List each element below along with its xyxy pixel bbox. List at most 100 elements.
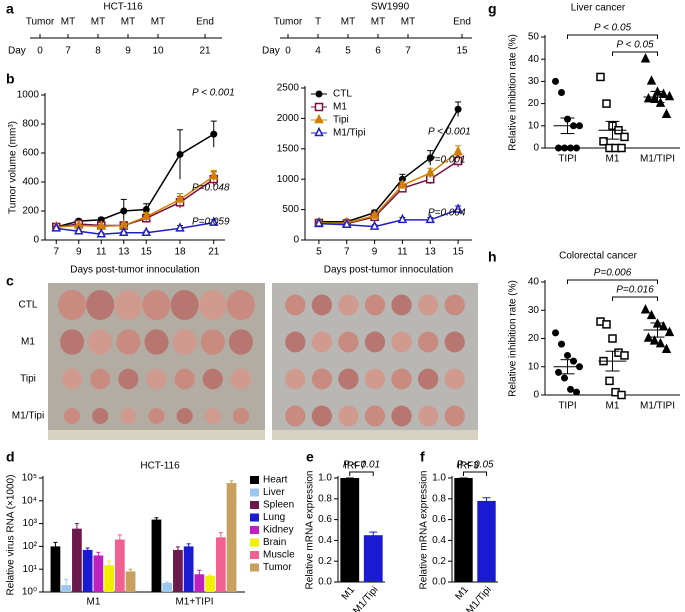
x-tick-label: M1/Tipi [351, 585, 380, 612]
timeline-day: 7 [65, 46, 71, 57]
legend-label: Muscle [263, 550, 295, 561]
x-tick-label: 13 [118, 247, 130, 258]
marker [640, 304, 651, 314]
tumor [176, 408, 193, 424]
marker [425, 213, 435, 224]
y-tick-label: 0.2 [432, 556, 446, 567]
marker [314, 217, 324, 227]
timeline-event: Tumor [274, 17, 303, 28]
y-tick-label: 0.8 [318, 493, 332, 504]
bar [454, 478, 473, 582]
marker [175, 193, 185, 203]
chart-title: Colorectal cancer [559, 251, 637, 262]
legend-label: Heart [263, 475, 288, 486]
x-tick-label: 9 [372, 247, 378, 258]
tumor [364, 294, 386, 316]
y-axis-label: Relative virus RNA (×1000) [6, 475, 17, 596]
annotation: P=0.059 [192, 217, 230, 228]
bar [226, 483, 237, 592]
tumor [172, 329, 197, 355]
annotation: P < 0.001 [192, 88, 235, 99]
legend-swatch [250, 538, 259, 547]
timeline-title: HCT-116 [103, 2, 143, 13]
y-tick-label: 10² [23, 541, 38, 552]
bar [162, 582, 173, 592]
timeline-event: MT [371, 17, 385, 28]
marker [96, 228, 106, 238]
series-line [56, 133, 215, 228]
annotation: P=0.006 [594, 268, 632, 279]
y-tick-label: 1.0 [432, 473, 446, 484]
y-tick-label: 10⁵ [22, 473, 37, 484]
bracket [612, 296, 658, 301]
tumor [200, 329, 225, 355]
tumor [204, 408, 221, 424]
tumor [86, 290, 115, 320]
chart-title: IRF3 [457, 461, 479, 472]
marker [620, 132, 629, 142]
marker [314, 126, 324, 137]
marker [602, 99, 611, 108]
tumor [88, 329, 113, 355]
tumor [338, 405, 359, 427]
tumor [118, 368, 139, 390]
y-tick-label: 1000 [17, 90, 40, 101]
marker [397, 213, 408, 224]
x-tick-label: 9 [76, 247, 82, 258]
y-tick-label: 0 [293, 235, 299, 246]
tumor [338, 294, 359, 316]
annotation: P < 0.05 [616, 40, 654, 51]
y-tick-label: 200 [22, 206, 39, 217]
bracket [567, 279, 658, 284]
marker [314, 102, 324, 112]
day-label: Day [262, 46, 280, 57]
timeline-day: 9 [125, 46, 131, 57]
annotation: P=0.001 [428, 155, 466, 166]
marker [640, 53, 651, 63]
tumor [285, 405, 306, 427]
x-axis-label: Days post-tumor innoculation [324, 265, 454, 276]
marker [617, 143, 626, 153]
ruler [272, 430, 478, 440]
marker [426, 154, 434, 162]
bar [340, 478, 360, 582]
tumor [311, 294, 333, 316]
y-tick-label: 1500 [277, 143, 300, 154]
tumor [285, 294, 306, 316]
panel-label: a [6, 1, 14, 17]
tumor [444, 331, 465, 353]
tumor [311, 368, 333, 390]
y-tick-label: 0.2 [318, 556, 332, 567]
marker [664, 90, 675, 101]
timeline-day: 21 [199, 46, 211, 57]
tumor [391, 405, 412, 427]
y-axis-label: Relative mRNA expression [305, 471, 316, 590]
chart-title: IRF7 [344, 461, 366, 472]
bar [173, 549, 183, 592]
tumor [144, 329, 169, 355]
x-tick-label: 11 [397, 247, 408, 258]
marker [552, 77, 559, 85]
tumor [92, 408, 109, 424]
y-tick-label: 2500 [277, 83, 300, 94]
marker [661, 343, 672, 354]
marker [620, 351, 629, 360]
legend-label: Tumor [263, 562, 292, 573]
y-tick-label: 1000 [277, 174, 300, 185]
legend-swatch [250, 526, 259, 534]
tumor [444, 294, 465, 316]
timeline-event: T [315, 17, 321, 28]
marker [453, 203, 463, 213]
tumor [120, 408, 137, 424]
marker [141, 210, 151, 221]
marker [658, 321, 669, 331]
x-tick-label: 7 [53, 247, 59, 258]
x-tick-label: M1/TIPI [640, 154, 675, 165]
y-tick-label: 0 [533, 390, 539, 401]
marker [646, 75, 657, 85]
series-line [318, 108, 459, 223]
y-tick-label: 0.4 [318, 535, 332, 546]
y-tick-label: 10 [528, 120, 540, 131]
marker [74, 225, 84, 235]
marker [555, 144, 562, 152]
